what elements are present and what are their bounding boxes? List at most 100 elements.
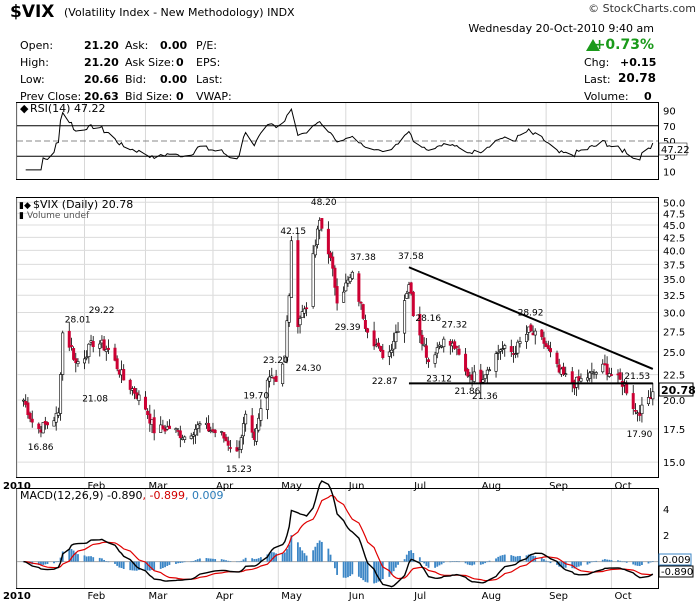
macd-histogram-bar xyxy=(510,555,513,562)
macd-histogram-bar xyxy=(175,561,177,564)
macd-histogram-bar xyxy=(418,557,421,562)
macd-histogram-bar xyxy=(42,561,45,565)
macd-histogram-bar xyxy=(532,555,534,562)
candle-body xyxy=(357,273,361,302)
candle-body xyxy=(220,431,224,433)
macd-histogram-bar xyxy=(342,561,345,578)
price-title: $VIX (Daily) 20.78 xyxy=(33,198,133,211)
macd-histogram-bar xyxy=(573,561,576,569)
macd-value-box xyxy=(658,565,694,578)
macd-histogram-bar xyxy=(366,561,369,583)
price-tick-label: 42.5 xyxy=(663,233,685,244)
candle-body xyxy=(244,413,248,425)
candle-body xyxy=(457,348,461,355)
candle-body xyxy=(442,338,446,348)
axis-layer: 15.0 17.5 20.0 22.5 25.0 27.5 30.0 32.5 35.0 37.5… xyxy=(3,107,685,602)
macd-histogram-bar xyxy=(458,561,460,563)
macd-layer xyxy=(17,480,658,588)
candle-body xyxy=(333,267,337,288)
candle-body xyxy=(409,282,413,294)
macd-histogram-bar xyxy=(116,561,119,566)
macd-histogram-bar xyxy=(543,559,545,562)
candle-body xyxy=(102,339,106,351)
macd-x-tick: 2010 xyxy=(3,591,31,602)
macd-histogram-bar xyxy=(486,561,489,563)
candle-body xyxy=(224,436,228,442)
macd-histogram-bar xyxy=(451,561,454,562)
candle-body xyxy=(481,379,485,383)
candle-body xyxy=(305,307,309,310)
candle-body xyxy=(26,402,30,416)
macd-histogram-bar xyxy=(514,556,517,562)
prev-close-value: 20.63 xyxy=(84,90,119,103)
macd-histogram-bar xyxy=(495,558,497,562)
price-last-box xyxy=(658,382,694,397)
candle-body xyxy=(41,422,45,434)
macd-histogram-bar xyxy=(351,561,354,575)
candle-body xyxy=(585,377,589,381)
candle-body xyxy=(311,253,315,307)
candle-body xyxy=(544,343,548,347)
macd-histogram-bar xyxy=(159,561,162,569)
candle-body xyxy=(315,228,319,245)
macd-histogram-bar xyxy=(562,561,565,568)
macd-histogram-bar xyxy=(516,556,519,562)
macd-histogram-bar xyxy=(357,561,360,577)
macd-histogram-bar xyxy=(133,561,136,571)
ask-value: 0.00 xyxy=(160,39,188,52)
candle-body xyxy=(514,353,518,355)
macd-histogram-bar xyxy=(90,556,92,562)
macd-histogram-bar xyxy=(586,561,589,565)
macd-histogram-bar xyxy=(166,561,169,566)
candle-body xyxy=(453,341,457,349)
price-annotation: 29.22 xyxy=(89,306,115,316)
candle-body xyxy=(183,436,187,440)
macd-histogram-bar xyxy=(44,561,47,565)
candle-body xyxy=(174,428,178,431)
rsi-layer xyxy=(17,107,658,171)
low-label: Low: xyxy=(20,73,45,86)
eps-label: EPS: xyxy=(196,56,221,69)
macd-histogram-bar xyxy=(647,561,650,564)
candle-body xyxy=(555,352,559,364)
macd-histogram-bar xyxy=(105,561,108,562)
macd-histogram-bar xyxy=(556,561,558,565)
macd-histogram-bar xyxy=(253,559,256,562)
candle-body xyxy=(342,291,346,303)
candle-body xyxy=(359,301,363,304)
candle-body xyxy=(483,374,487,379)
candle-body xyxy=(228,447,232,449)
macd-histogram-bar xyxy=(381,561,384,580)
rsi-tick-label: 10 xyxy=(663,167,676,178)
candle-body xyxy=(494,353,498,372)
candle-body xyxy=(313,245,317,256)
candle-body xyxy=(488,369,492,372)
rsi-tick-label: 70 xyxy=(663,122,676,133)
macd-histogram-bar xyxy=(588,561,591,564)
candle-body xyxy=(207,423,211,432)
macd-histogram-bar xyxy=(177,561,180,564)
macd-histogram-bar xyxy=(394,561,397,568)
macd-x-tick: Sep xyxy=(549,591,568,602)
macd-title-hist: , 0.009 xyxy=(185,489,223,502)
macd-histogram-bar xyxy=(636,561,639,566)
macd-histogram-bar xyxy=(318,540,321,562)
macd-histogram-bar xyxy=(344,561,347,578)
candle-body xyxy=(268,376,272,382)
macd-histogram-bar xyxy=(473,561,476,565)
candle-body xyxy=(255,428,259,442)
macd-histogram-bar xyxy=(373,561,376,584)
candle-body xyxy=(54,413,58,423)
macd-histogram-bar xyxy=(604,559,606,562)
candle-body xyxy=(411,291,415,317)
macd-histogram-bar xyxy=(179,561,182,564)
macd-histogram-bar xyxy=(617,560,619,562)
macd-title: MACD(12,26,9) -0.890, -0.899, 0.009 xyxy=(20,489,223,502)
macd-histogram-bar xyxy=(164,561,166,568)
candle-body xyxy=(115,358,119,370)
price-x-tick: Oct xyxy=(614,481,631,492)
last-label-left: Last: xyxy=(196,73,223,86)
macd-histogram-bar xyxy=(606,559,608,562)
price-annotation: 24.30 xyxy=(296,364,322,374)
macd-histogram-bar xyxy=(214,559,217,562)
